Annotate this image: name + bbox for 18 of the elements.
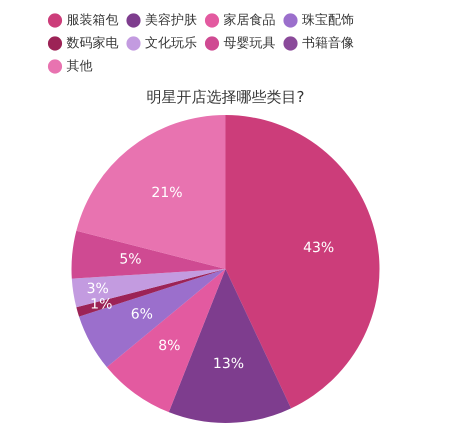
legend-label: 美容护肤 (145, 12, 197, 28)
legend-label: 数码家电 (66, 34, 118, 51)
data-label: 43% (303, 240, 334, 256)
data-label: 6% (130, 306, 153, 323)
legend-label: 家居食品 (224, 12, 276, 28)
legend-label: 珠宝配饰 (302, 12, 354, 28)
data-label: 8% (158, 338, 180, 354)
data-label: 21% (151, 185, 183, 202)
legend-label: 书籍音像 (302, 36, 354, 51)
data-label: 13% (212, 356, 244, 372)
legend-label: 服装箱包 (66, 12, 118, 28)
text: 明星开店选择哪些类目? (146, 88, 304, 106)
data-label: 3% (86, 280, 109, 297)
legend-label: 母婴玩具 (224, 36, 276, 51)
legend-label: 文化玩乐 (145, 36, 197, 51)
legend-label: 其他 (66, 58, 92, 74)
data-label: 5% (119, 252, 142, 268)
data-label: 1% (90, 296, 112, 313)
